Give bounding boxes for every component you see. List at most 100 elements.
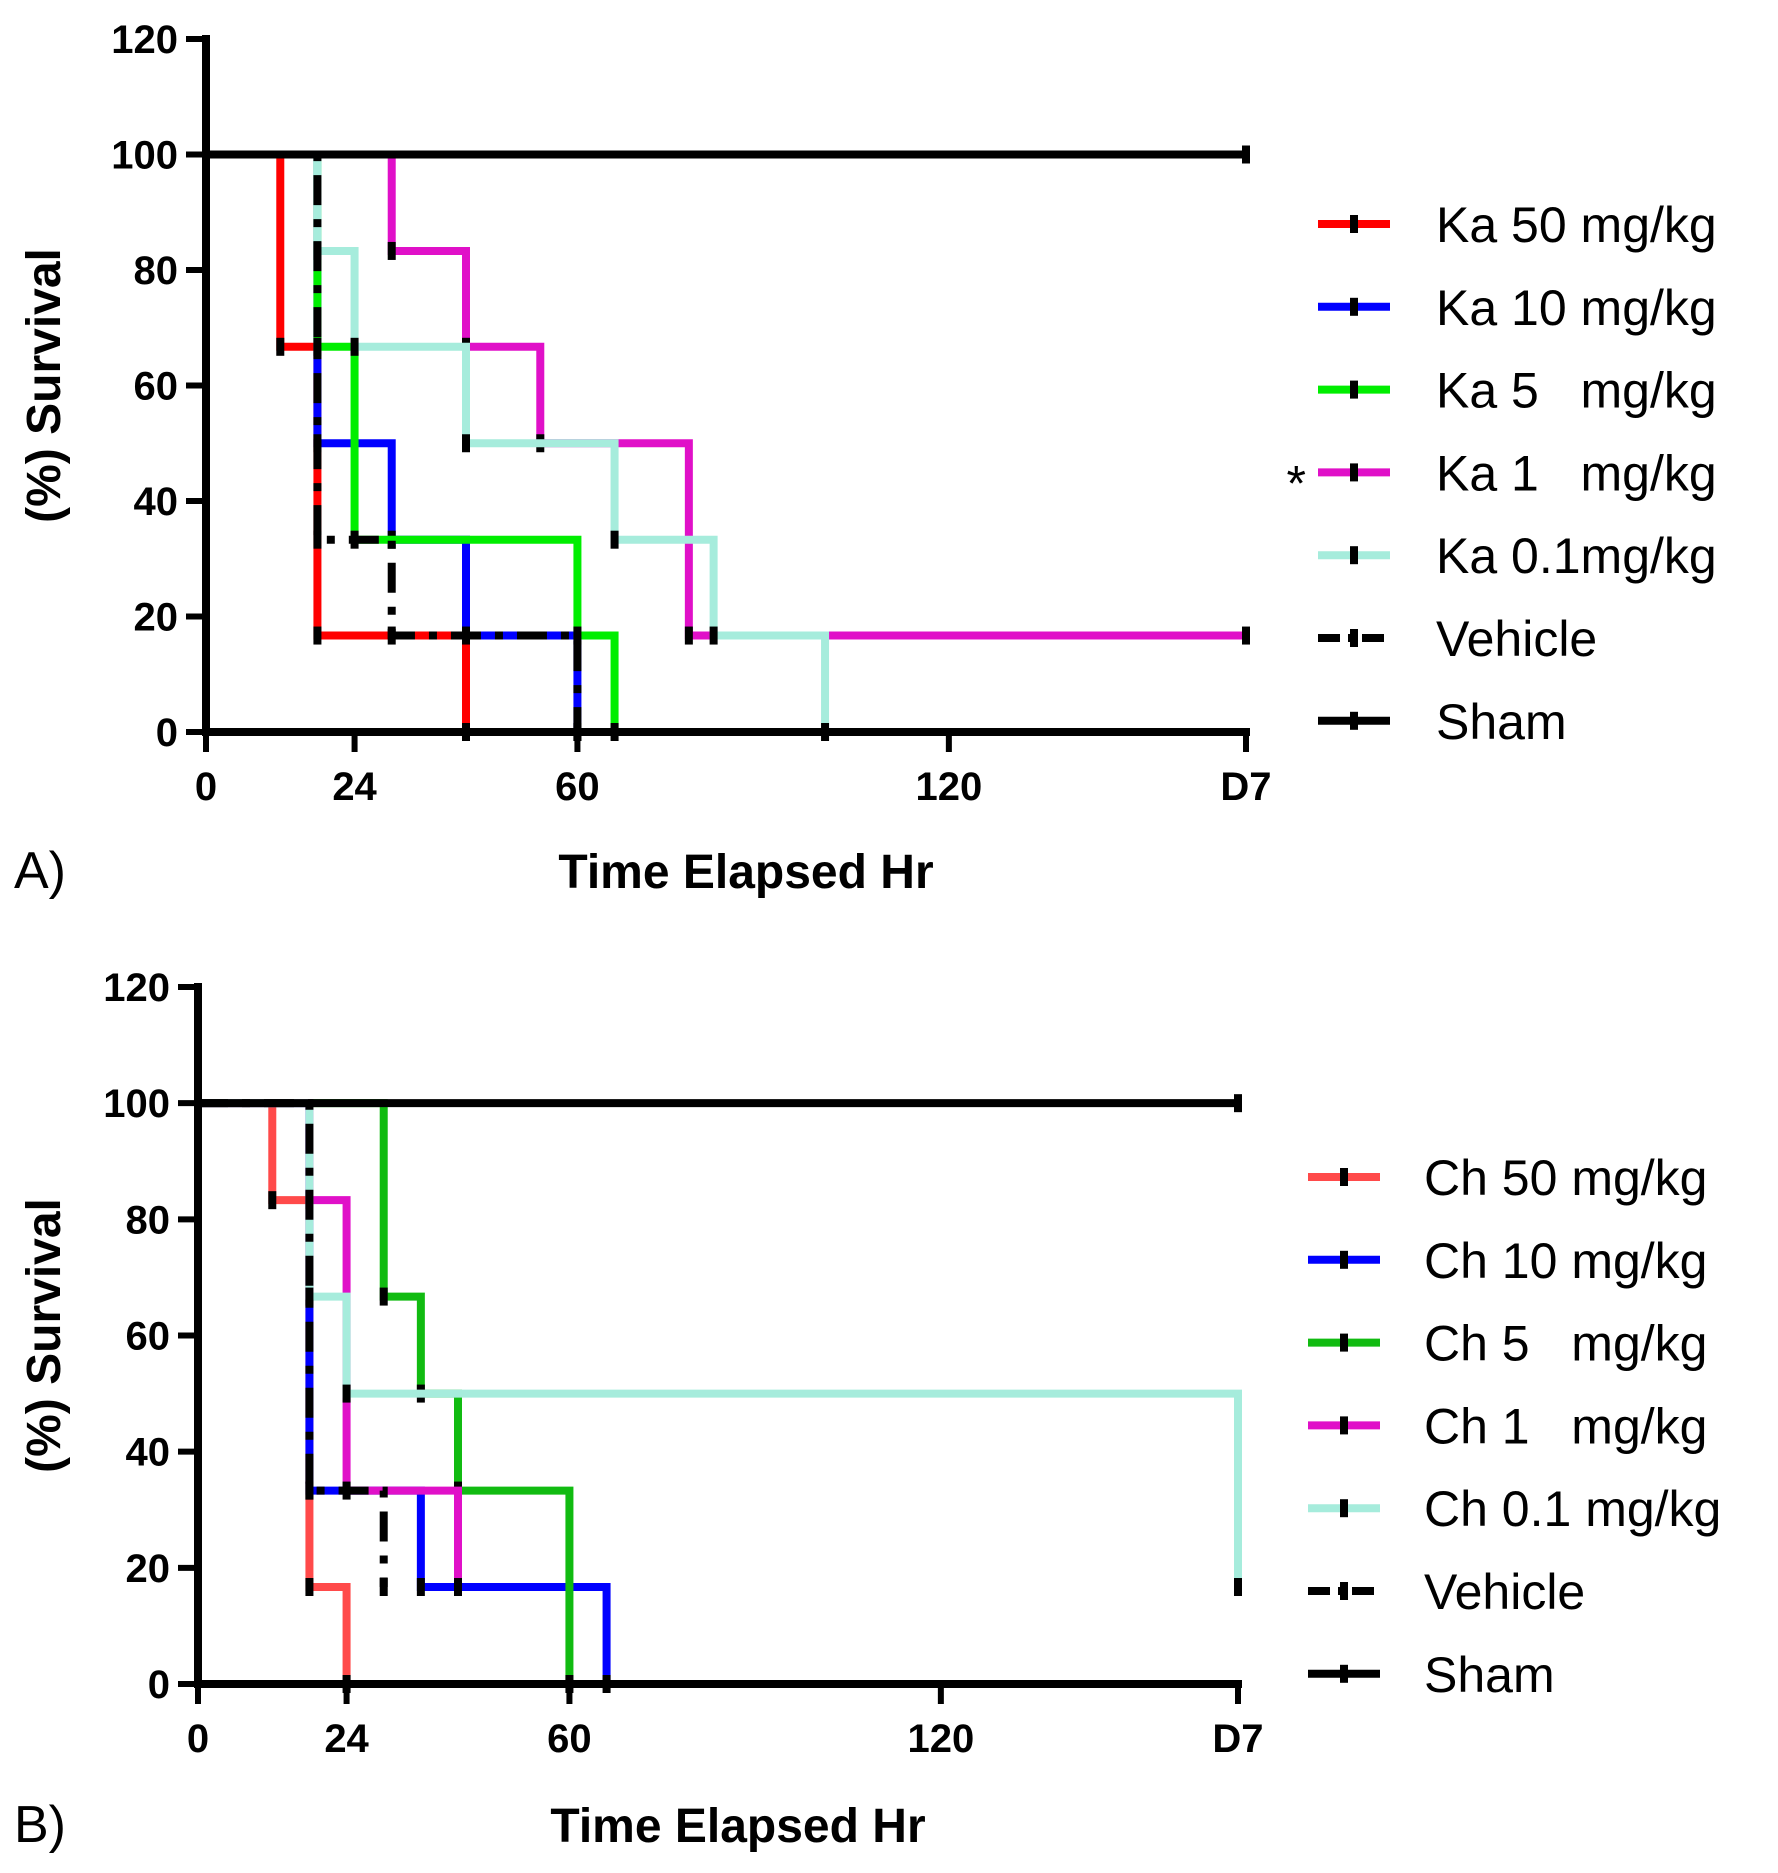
x-tick-label: D7 [1220, 765, 1271, 809]
step-tick-mark [709, 626, 718, 645]
series-sham [198, 1094, 1242, 1113]
legend: Ch 50 mg/kg Ch 10 mg/kg Ch 5 mg/kg Ch 1 mg/… [1308, 1150, 1721, 1703]
legend-tick-mark [1350, 297, 1358, 316]
legend-label: Sham [1436, 694, 1567, 750]
series-ch-10-mg-kg [198, 1099, 611, 1693]
step-tick-mark [379, 1287, 388, 1306]
step-tick-mark [387, 626, 396, 645]
panel-b: 0 20 40 60 80 100 120 0 24 60 120 D7 Time Elapsed Hr… [14, 966, 1721, 1854]
y-tick-label: 120 [111, 18, 178, 62]
legend-tick-mark [1350, 629, 1358, 647]
legend-item: Ch 1 mg/kg [1308, 1398, 1707, 1454]
legend-tick-mark [1350, 711, 1358, 730]
legend-tick-mark [1340, 1333, 1348, 1352]
x-tick-label: 24 [324, 1717, 369, 1761]
panel-a: 0 20 40 60 80 100 120 0 24 60 120 D7 Time Elapsed Hr… [14, 18, 1717, 900]
legend-item: Ch 50 mg/kg [1308, 1150, 1707, 1206]
step-tick-mark [305, 1481, 314, 1500]
step-tick-mark [573, 626, 582, 645]
step-tick-mark [1242, 626, 1250, 645]
legend-label: Ch 10 mg/kg [1424, 1233, 1707, 1289]
x-tick-label: 0 [187, 1717, 209, 1761]
legend-label: Ka 5 mg/kg [1436, 363, 1717, 419]
legend-label: Sham [1424, 1647, 1555, 1703]
y-tick-label: 0 [148, 1663, 170, 1707]
legend-tick-mark [1340, 1416, 1348, 1435]
step-tick-mark [350, 337, 359, 356]
legend-tick-mark [1350, 463, 1358, 482]
series-ch-0-1-mg-kg [198, 1099, 1242, 1597]
step-tick-mark [268, 1191, 277, 1210]
step-tick-mark [1234, 1094, 1242, 1113]
legend-tick-mark [1350, 380, 1358, 399]
y-tick-label: 60 [126, 1315, 171, 1359]
y-tick-label: 40 [134, 480, 179, 524]
step-tick-mark [610, 530, 619, 549]
legend-label: Vehicle [1436, 611, 1597, 667]
step-tick-mark [379, 1578, 388, 1597]
legend-item: Ch 5 mg/kg [1308, 1316, 1707, 1372]
survival-curve [206, 150, 1246, 640]
step-tick-mark [313, 530, 322, 549]
step-tick-mark [462, 434, 470, 453]
legend-tick-mark [1340, 1499, 1348, 1518]
legend-item: Ka 5 mg/kg [1318, 363, 1717, 419]
survival-curve [198, 1099, 351, 1684]
y-tick-label: 120 [103, 966, 170, 1010]
series-ka-50-mg-kg [206, 150, 470, 741]
legend-tick-mark [1350, 215, 1358, 233]
step-tick-mark [342, 1384, 351, 1403]
legend-label: Ka 50 mg/kg [1436, 197, 1717, 253]
step-tick-mark [305, 1287, 314, 1306]
step-tick-mark [276, 337, 285, 356]
y-tick-label: 40 [126, 1431, 171, 1475]
legend-tick-mark [1340, 1582, 1348, 1600]
legend-item: Ka 50 mg/kg [1318, 197, 1717, 253]
legend-label: Ch 0.1 mg/kg [1424, 1481, 1721, 1537]
legend-item: Ka 10 mg/kg [1318, 280, 1717, 336]
panel-label: A) [14, 842, 66, 900]
y-tick-label: 100 [111, 134, 178, 178]
series-ka-1-mg-kg [206, 150, 1250, 645]
legend-label: Ka 10 mg/kg [1436, 280, 1717, 336]
x-axis-title: Time Elapsed Hr [550, 1800, 925, 1853]
step-tick-mark [1234, 1578, 1242, 1597]
legend-item: Vehicle [1318, 611, 1597, 667]
step-tick-mark [387, 241, 396, 260]
step-tick-mark [305, 1578, 314, 1597]
x-tick-label: 120 [907, 1717, 974, 1761]
legend-label: Ch 50 mg/kg [1424, 1150, 1707, 1206]
x-tick-label: 24 [332, 765, 377, 809]
y-tick-label: 80 [126, 1198, 171, 1242]
y-tick-label: 60 [134, 365, 179, 409]
step-tick-mark [416, 1578, 425, 1597]
legend-item: Ch 0.1 mg/kg [1308, 1481, 1721, 1537]
legend-tick-mark [1350, 546, 1358, 565]
legend-label: Ch 1 mg/kg [1424, 1398, 1707, 1454]
x-axis-title: Time Elapsed Hr [558, 846, 933, 899]
legend-item: Ch 10 mg/kg [1308, 1233, 1707, 1289]
survival-curve [198, 1099, 1242, 1587]
legend-item: Sham [1308, 1647, 1555, 1703]
legend-item: Ka 1 mg/kg * [1287, 445, 1717, 511]
legend: Ka 50 mg/kg Ka 10 mg/kg Ka 5 mg/kg Ka 1 mg/… [1287, 197, 1717, 750]
y-tick-label: 20 [126, 1547, 171, 1591]
legend-tick-mark [1340, 1168, 1348, 1186]
legend-item: Sham [1318, 694, 1567, 750]
y-axis-title: (%) Survival [18, 248, 71, 523]
significance-asterisk: * [1287, 455, 1306, 511]
series-sham [206, 145, 1250, 164]
series-vehicle [198, 1099, 388, 1597]
x-tick-label: 0 [195, 765, 217, 809]
y-tick-label: 80 [134, 249, 179, 293]
series-ch-5-mg-kg [198, 1099, 574, 1693]
legend-tick-mark [1340, 1664, 1348, 1683]
x-tick-label: 120 [915, 765, 982, 809]
y-tick-label: 20 [134, 596, 179, 640]
legend-label: Ka 1 mg/kg [1436, 445, 1717, 501]
y-axis-title: (%) Survival [18, 1198, 71, 1473]
series-ch-50-mg-kg [198, 1099, 351, 1693]
panel-label: B) [14, 1796, 66, 1854]
survival-curve [206, 150, 830, 732]
